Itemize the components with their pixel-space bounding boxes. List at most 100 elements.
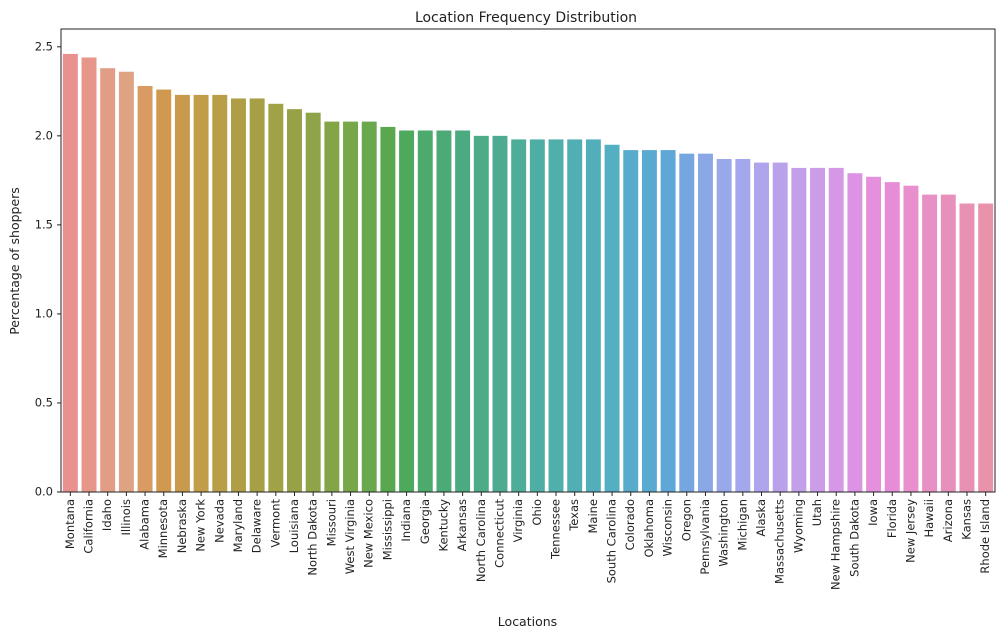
y-tick-label: 1.0 <box>35 306 53 320</box>
bar-oklahoma <box>641 150 657 492</box>
x-tick-label: South Carolina <box>605 499 619 583</box>
bars-group <box>62 53 994 493</box>
y-ticks-group: 0.0 0.5 1.0 1.5 2.0 2.5 <box>35 39 61 499</box>
x-tick-label: Wyoming <box>791 499 805 553</box>
bar-nebraska <box>174 94 190 492</box>
x-tick-label: New York <box>194 499 208 552</box>
bar-new-mexico <box>361 121 377 492</box>
bar-california <box>81 57 97 493</box>
bar-tennessee <box>548 139 564 492</box>
bar-florida <box>884 182 900 492</box>
bar-illinois <box>118 71 134 493</box>
bar-delaware <box>249 98 265 492</box>
x-tick-label: West Virginia <box>343 499 357 574</box>
bar-alaska <box>754 162 769 492</box>
bar-south-carolina <box>604 144 620 492</box>
x-tick-label: Oregon <box>679 499 693 541</box>
y-tick-label: 0.0 <box>35 485 53 499</box>
bar-rhode-island <box>978 203 994 492</box>
bar-washington <box>716 159 732 492</box>
bar-north-dakota <box>305 112 321 492</box>
bar-missouri <box>324 121 340 492</box>
x-tick-label: Vermont <box>268 499 282 548</box>
y-axis-title: Percentage of shoppers <box>7 187 22 335</box>
bar-maryland <box>230 98 246 492</box>
x-tick-label: Alaska <box>754 499 768 537</box>
x-tick-label: Missouri <box>324 499 338 546</box>
x-tick-label: South Dakota <box>847 499 861 577</box>
x-tick-label: Iowa <box>866 499 880 526</box>
x-tick-label: Massachusetts <box>773 499 787 584</box>
bar-indiana <box>399 130 415 492</box>
x-tick-label: Arkansas <box>455 499 469 551</box>
x-tick-label: New Mexico <box>362 499 376 568</box>
bar-louisiana <box>287 109 302 492</box>
x-tick-label: Rhode Island <box>978 499 992 574</box>
x-tick-label: Wisconsin <box>661 499 675 556</box>
bar-texas <box>567 139 583 492</box>
x-tick-label: Washington <box>717 499 731 567</box>
bar-new-jersey <box>903 185 919 492</box>
x-ticks-group: Montana California Idaho Illinois Alabama Min… <box>63 492 992 590</box>
x-tick-label: Illinois <box>119 499 133 536</box>
bar-north-carolina <box>473 135 489 492</box>
bar-kansas <box>959 203 975 492</box>
y-tick-label: 2.5 <box>35 39 53 53</box>
x-tick-label: California <box>82 499 96 554</box>
bar-vermont <box>268 103 284 492</box>
x-tick-label: Idaho <box>100 499 114 531</box>
x-tick-label: Delaware <box>250 499 264 553</box>
x-tick-label: Louisiana <box>287 499 301 553</box>
x-tick-label: New Hampshire <box>829 499 843 590</box>
bar-colorado <box>623 150 639 492</box>
x-tick-label: Ohio <box>530 499 544 526</box>
chart-title: Location Frequency Distribution <box>415 10 637 26</box>
x-tick-label: Connecticut <box>492 499 506 568</box>
bar-new-york <box>193 94 209 492</box>
x-tick-label: Pennsylvania <box>698 499 712 575</box>
bar-mississippi <box>380 126 396 492</box>
x-tick-label: Virginia <box>511 499 525 542</box>
bar-hawaii <box>922 194 938 493</box>
x-tick-label: North Carolina <box>474 499 488 582</box>
x-tick-label: Indiana <box>399 499 413 542</box>
bar-nevada <box>212 94 228 492</box>
bar-wisconsin <box>660 150 676 492</box>
x-tick-label: Kansas <box>959 499 973 540</box>
x-tick-label: Alabama <box>138 499 152 550</box>
bar-montana <box>62 53 78 493</box>
bar-arkansas <box>455 130 471 492</box>
plot-frame <box>60 28 996 493</box>
bar-maine <box>585 139 601 492</box>
bar-minnesota <box>156 89 172 493</box>
bar-kentucky <box>436 130 452 492</box>
x-tick-label: Kentucky <box>436 499 450 552</box>
bar-oregon <box>679 153 695 492</box>
x-tick-label: Colorado <box>623 499 637 550</box>
x-tick-label: Oklahoma <box>642 499 656 558</box>
x-tick-label: Florida <box>885 499 899 538</box>
bar-georgia <box>417 130 433 492</box>
x-tick-label: Utah <box>810 499 824 526</box>
x-tick-label: Mississippi <box>380 499 394 560</box>
bar-arizona <box>940 194 956 493</box>
bar-south-dakota <box>847 173 863 493</box>
bar-massachusetts <box>772 162 788 492</box>
x-tick-label: North Dakota <box>306 499 320 576</box>
x-tick-label: Georgia <box>418 499 432 544</box>
bar-virginia <box>511 139 527 492</box>
x-tick-label: Montana <box>63 499 77 549</box>
bar-wyoming <box>791 167 807 492</box>
bar-michigan <box>735 159 751 492</box>
x-tick-label: Michigan <box>735 499 749 551</box>
bar-iowa <box>866 176 882 493</box>
bar-alabama <box>137 85 153 492</box>
y-tick-label: 0.5 <box>35 395 53 409</box>
y-tick-label: 1.5 <box>35 217 53 231</box>
x-tick-label: New Jersey <box>903 499 917 563</box>
bar-new-hampshire <box>828 167 844 492</box>
x-tick-label: Maryland <box>231 499 245 552</box>
x-tick-label: Nebraska <box>175 499 189 553</box>
x-tick-label: Maine <box>586 499 600 534</box>
